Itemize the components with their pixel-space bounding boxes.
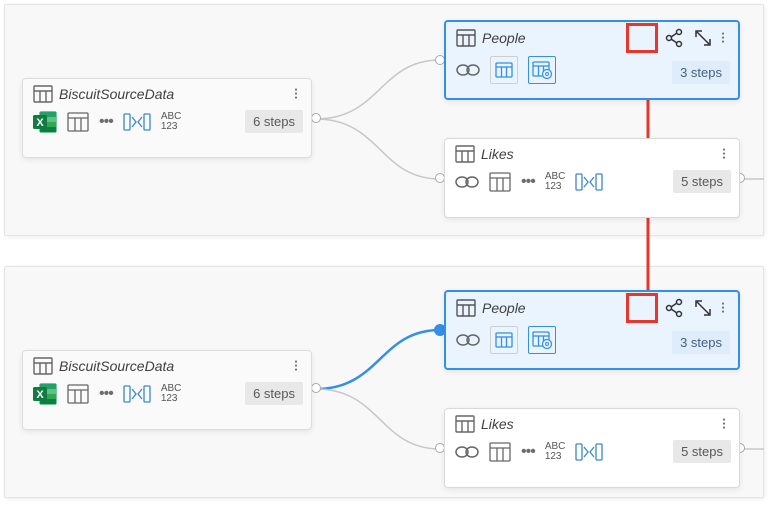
vdots-icon[interactable]: ●●● (720, 32, 728, 44)
ellipsis-icon[interactable]: ••• (521, 448, 535, 456)
table-icon (456, 29, 476, 47)
table-icon (455, 415, 475, 433)
table-icon[interactable] (490, 56, 518, 84)
table-icon (33, 357, 53, 375)
expand-icon[interactable] (694, 299, 712, 317)
node-title: BiscuitSourceData (59, 86, 293, 102)
table-icon (455, 145, 475, 163)
excel-icon: X (33, 111, 57, 133)
table-settings-icon[interactable] (528, 326, 556, 354)
table-icon (489, 172, 511, 192)
table-icon (489, 442, 511, 462)
node-title: BiscuitSourceData (59, 358, 293, 374)
link-icon (455, 444, 479, 460)
vdots-icon[interactable]: ●●● (721, 148, 729, 160)
abc123-icon: ABC123 (161, 384, 182, 404)
expand-icon[interactable] (694, 29, 712, 47)
node-biscuitsourcedata[interactable]: BiscuitSourceData ●●● X ••• ABC123 6 ste… (22, 350, 312, 430)
steps-badge: 5 steps (673, 170, 731, 193)
vdots-icon[interactable]: ●●● (293, 88, 301, 100)
link-icon (455, 174, 479, 190)
columns-icon (575, 171, 603, 193)
abc123-icon: ABC123 (161, 112, 182, 132)
vdots-icon[interactable]: ●●● (720, 302, 728, 314)
steps-badge: 3 steps (672, 61, 730, 84)
ellipsis-icon[interactable]: ••• (521, 178, 535, 186)
table-icon (67, 384, 89, 404)
steps-badge: 6 steps (245, 110, 303, 133)
vdots-icon[interactable]: ●●● (721, 418, 729, 430)
ellipsis-icon[interactable]: ••• (99, 118, 113, 126)
steps-badge: 5 steps (673, 440, 731, 463)
steps-badge: 3 steps (672, 331, 730, 354)
steps-badge: 6 steps (245, 382, 303, 405)
node-likes[interactable]: Likes ●●● ••• ABC123 5 steps (444, 408, 740, 488)
node-title: Likes (481, 146, 721, 162)
vdots-icon[interactable]: ●●● (293, 360, 301, 372)
columns-icon (575, 441, 603, 463)
table-icon (456, 299, 476, 317)
abc123-icon: ABC123 (545, 442, 566, 462)
share-icon[interactable] (664, 28, 684, 48)
node-biscuitsourcedata[interactable]: BiscuitSourceData ●●● X ••• ABC123 6 ste… (22, 78, 312, 158)
table-icon[interactable] (490, 326, 518, 354)
node-likes[interactable]: Likes ●●● ••• ABC123 5 steps (444, 138, 740, 218)
columns-icon (123, 111, 151, 133)
port (311, 113, 321, 123)
svg-text:X: X (36, 117, 44, 129)
table-icon (67, 112, 89, 132)
table-settings-icon[interactable] (528, 56, 556, 84)
red-highlight-box (626, 293, 658, 323)
ellipsis-icon[interactable]: ••• (99, 390, 113, 398)
share-icon[interactable] (664, 298, 684, 318)
port (311, 383, 321, 393)
node-people[interactable]: People ●●● 3 steps (444, 20, 740, 100)
excel-icon: X (33, 383, 57, 405)
link-icon (456, 332, 480, 348)
link-icon (456, 62, 480, 78)
abc123-icon: ABC123 (545, 172, 566, 192)
node-title: Likes (481, 416, 721, 432)
svg-text:X: X (36, 389, 44, 401)
table-icon (33, 85, 53, 103)
red-highlight-box (626, 23, 658, 53)
node-people[interactable]: People ●●● 3 steps (444, 290, 740, 370)
columns-icon (123, 383, 151, 405)
